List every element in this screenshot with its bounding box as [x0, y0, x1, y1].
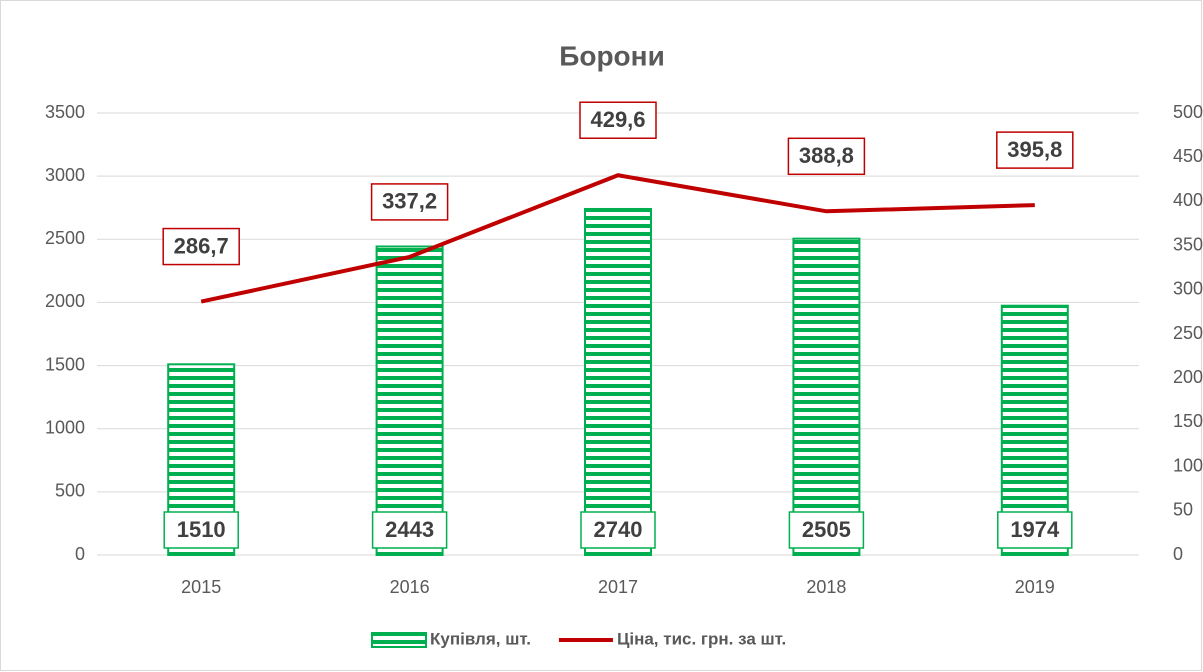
data-label-box [163, 511, 239, 549]
data-label-box [580, 511, 656, 549]
data-label: 2443 [385, 517, 434, 542]
y2-tick-label: 250 [1173, 323, 1203, 343]
data-label: 286,7 [174, 233, 229, 258]
y2-tick-label: 400 [1173, 190, 1203, 210]
y2-tick-label: 50 [1173, 500, 1193, 520]
y2-tick-label: 0 [1173, 544, 1183, 564]
data-label: 429,6 [590, 107, 645, 132]
y-tick-label: 2000 [45, 291, 85, 311]
data-label: 2505 [802, 517, 851, 542]
chart-title: Борони [559, 40, 665, 71]
data-label-box [370, 183, 449, 221]
data-label-box [162, 227, 240, 266]
legend-label: Ціна, тис. грн. за шт. [617, 629, 786, 648]
y-tick-label: 500 [55, 481, 85, 501]
legend-label: Купівля, шт. [430, 629, 531, 648]
line [200, 173, 1035, 304]
data-label: 1510 [177, 517, 226, 542]
y2-tick-label: 150 [1173, 411, 1203, 431]
x-tick-label: 2016 [390, 577, 430, 597]
y2-tick-label: 300 [1173, 279, 1203, 299]
y2-tick-label: 450 [1173, 146, 1203, 166]
data-label: 395,8 [1007, 137, 1062, 162]
data-label-box [996, 131, 1074, 169]
bar [375, 245, 444, 556]
data-label-box [997, 511, 1073, 549]
bar [792, 237, 861, 556]
y-tick-label: 1000 [45, 417, 85, 437]
y2-tick-label: 100 [1173, 455, 1203, 475]
data-label-box [788, 511, 865, 549]
data-label: 388,8 [799, 143, 854, 168]
x-tick-label: 2018 [806, 577, 846, 597]
data-label-box [787, 137, 866, 176]
y-tick-label: 0 [75, 544, 85, 564]
data-label: 1974 [1010, 517, 1060, 542]
data-label: 2740 [594, 517, 643, 542]
y-tick-label: 1500 [45, 354, 85, 374]
data-label-box [371, 511, 448, 549]
x-tick-label: 2017 [598, 577, 638, 597]
x-tick-label: 2019 [1015, 577, 1055, 597]
data-label-box [579, 101, 657, 139]
bar [584, 207, 652, 556]
y2-tick-label: 200 [1173, 367, 1203, 387]
y-tick-label: 3000 [45, 165, 85, 185]
y2-tick-label: 500 [1173, 102, 1203, 122]
data-label: 337,2 [382, 189, 437, 214]
x-tick-label: 2015 [181, 577, 221, 597]
legend-swatch [371, 632, 427, 648]
y2-tick-label: 350 [1173, 234, 1203, 254]
y-tick-label: 2500 [45, 228, 85, 248]
y-tick-label: 3500 [45, 102, 85, 122]
